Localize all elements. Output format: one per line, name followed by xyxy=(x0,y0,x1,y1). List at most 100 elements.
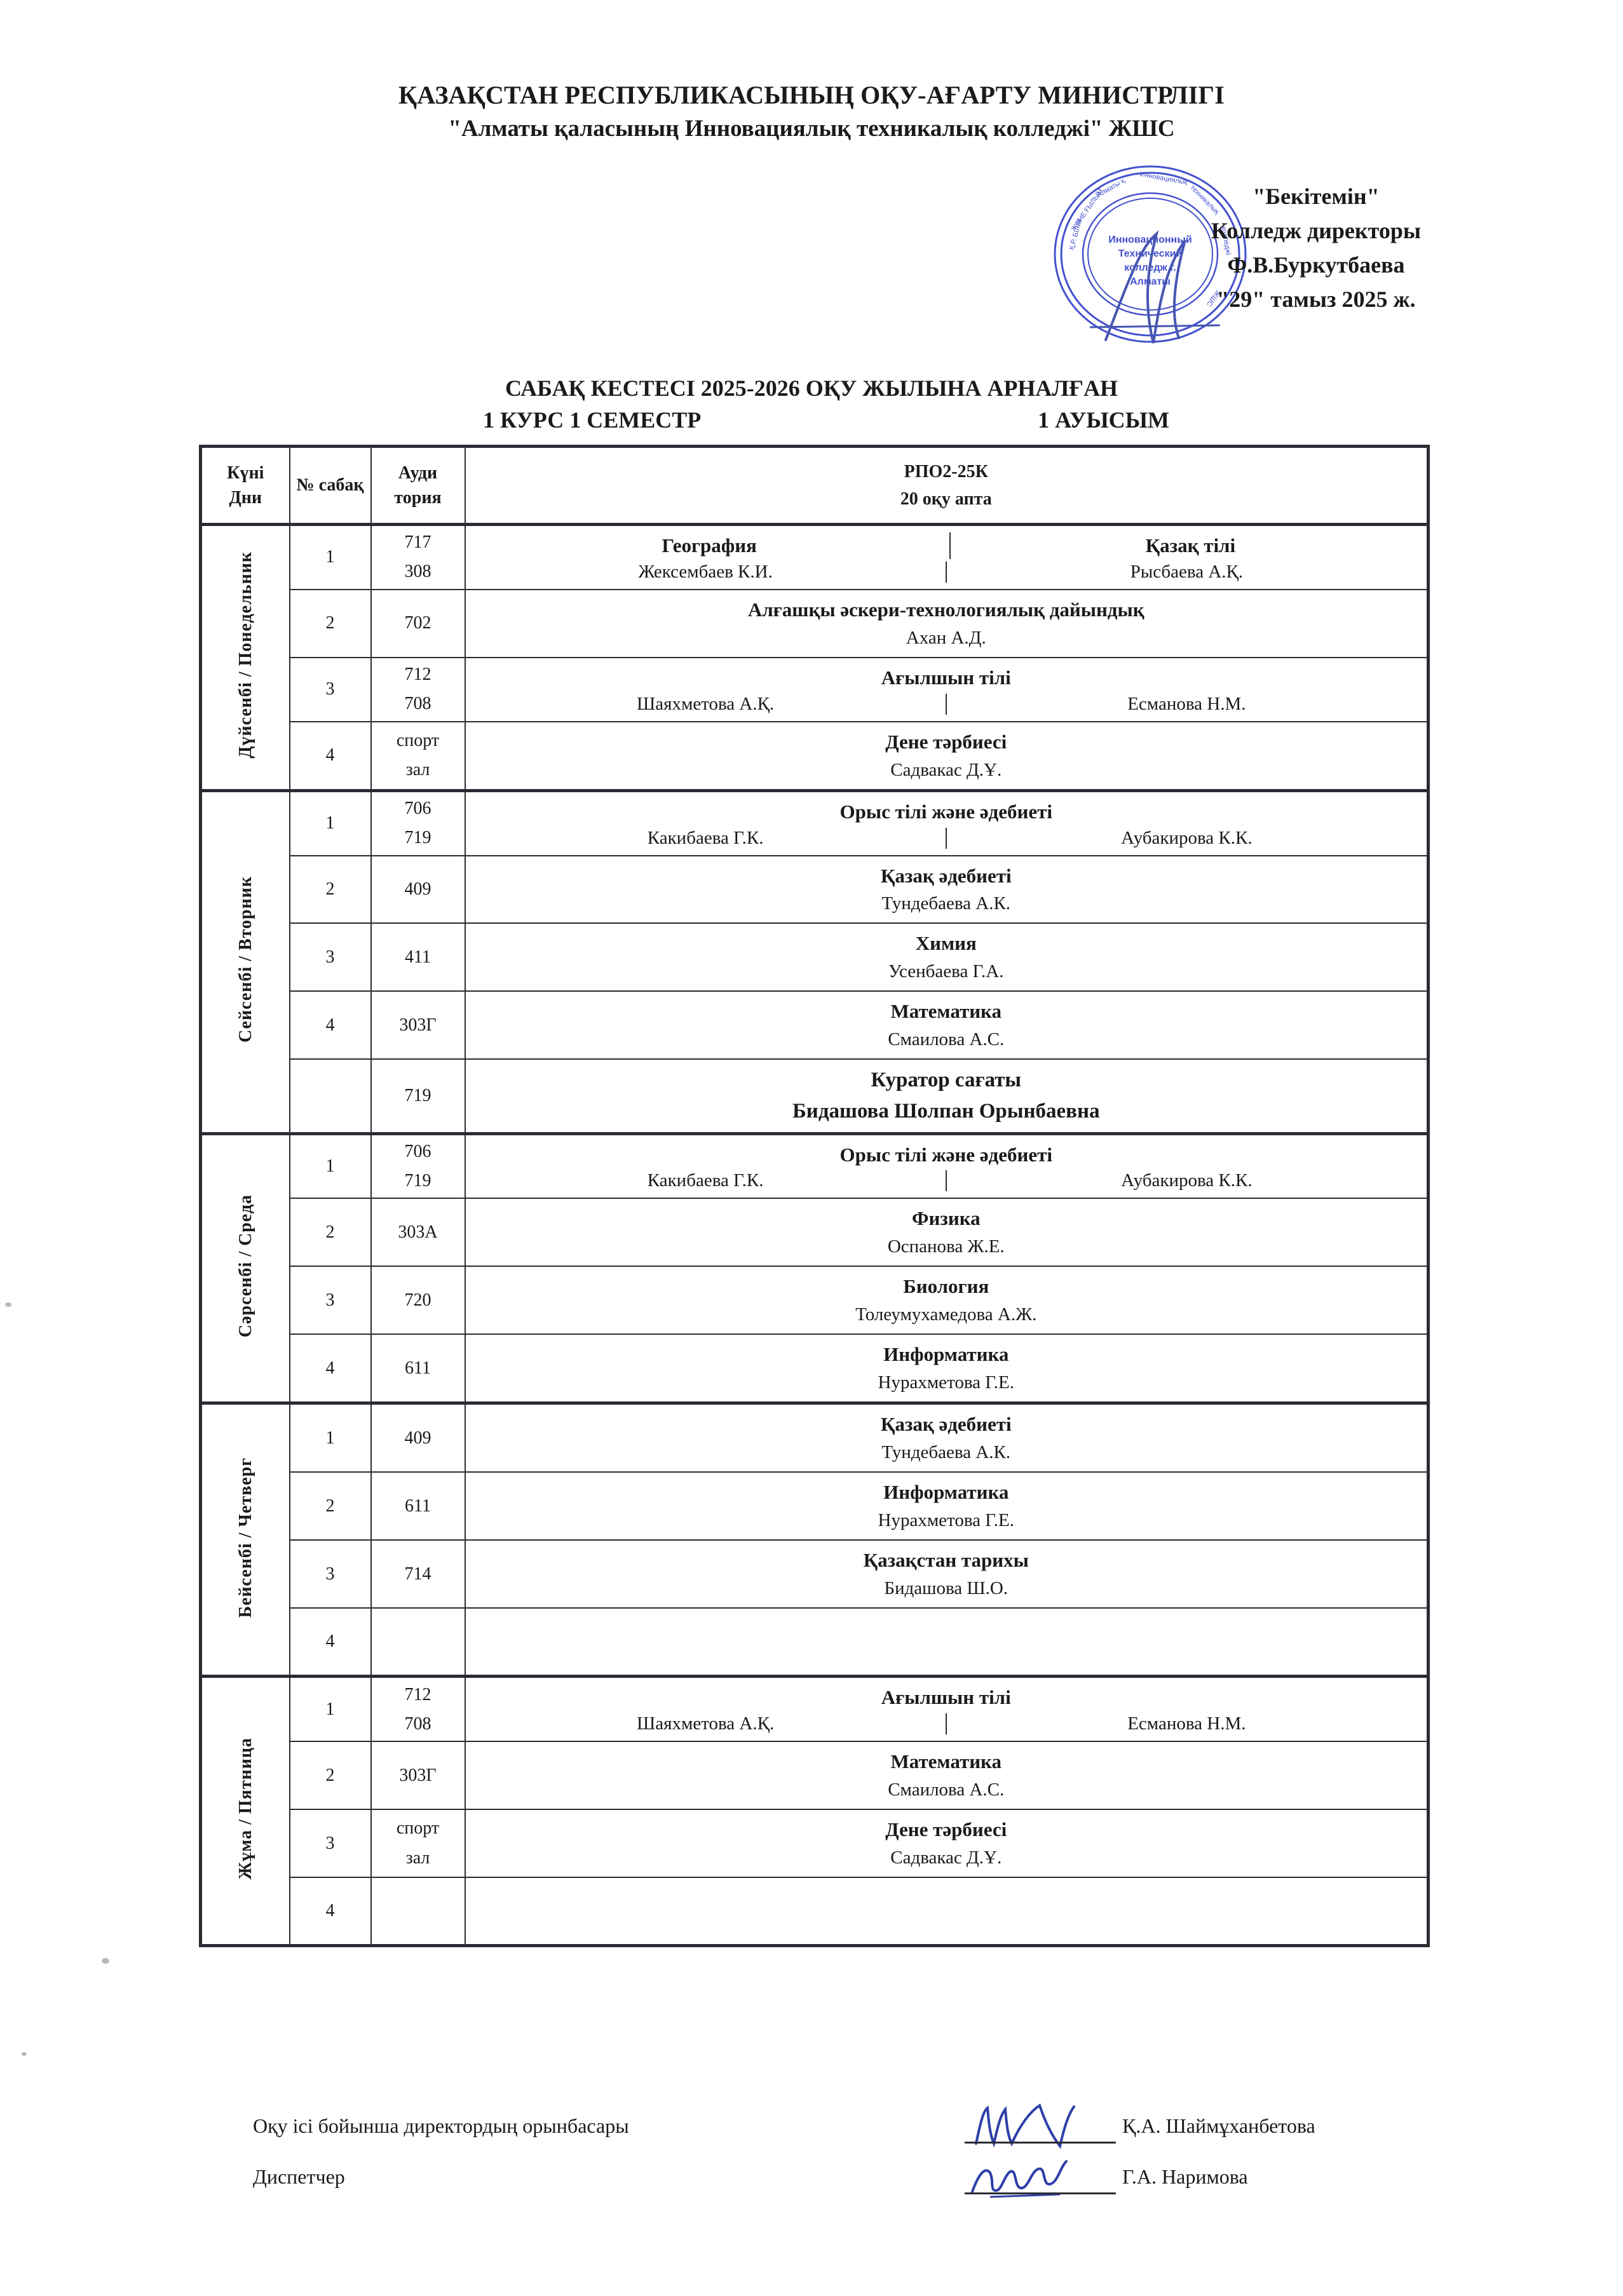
day-label-3: Сәрсенбі / Среда xyxy=(200,1131,290,1404)
day-label-text: Сәрсенбі / Среда xyxy=(235,1194,255,1337)
ministry-title: ҚАЗАҚСТАН РЕСПУБЛИКАСЫНЫҢ ОҚУ-АҒАРТУ МИН… xyxy=(398,81,1225,109)
approval-date: "29" тамыз 2025 ж. xyxy=(1216,287,1416,312)
room-value: 708 xyxy=(404,1713,431,1734)
subject-name: Куратор сағаты xyxy=(871,1069,1022,1092)
subject-name: Ағылшын тілі xyxy=(881,1686,1011,1709)
lesson-cell: Химия Усенбаева Г.А. xyxy=(464,922,1429,992)
room-value: 303А xyxy=(398,1222,438,1242)
lesson-number: 3 xyxy=(289,656,372,722)
course-semester: 1 КУРС 1 СЕМЕСТР xyxy=(483,407,702,433)
room-value: 308 xyxy=(404,562,431,582)
signature-line xyxy=(965,2103,1122,2149)
header-room: Ауди тория xyxy=(370,445,466,525)
room-number: 303Г xyxy=(370,990,466,1060)
dispatcher-label: Диспетчер xyxy=(253,2165,345,2188)
lesson-content: Қазақстан тарихы Бидашова Ш.О. xyxy=(466,1541,1427,1607)
lesson-cell: Математика Смаилова А.С. xyxy=(464,1741,1429,1811)
svg-text:Инновациялық: Инновациялық xyxy=(1139,170,1188,186)
header-day-kz: Күні xyxy=(227,463,264,483)
header-group: РПО2-25К 20 оқу апта xyxy=(464,445,1429,525)
schedule-row: Бейсенбі / Четверг 1 409 Қазақ әдебиеті Тунд… xyxy=(200,1401,1429,1677)
lesson-cell: Дене тәрбиесі Садвакас Д.Ұ. xyxy=(464,720,1429,792)
room-value: 712 xyxy=(404,1684,431,1705)
schedule-row: 4 спорт зал Дене тәрбиесі Садвакас Д.Ұ. xyxy=(201,720,1429,792)
signature-line xyxy=(965,2159,1122,2198)
director-name: Ф.В.Буркутбаева xyxy=(1227,252,1405,278)
lesson-number: 1 xyxy=(289,1131,372,1199)
room-value: 720 xyxy=(404,1290,431,1310)
teacher-name: Оспанова Ж.Е. xyxy=(887,1236,1005,1257)
subject-name: Биология xyxy=(903,1275,989,1298)
schedule-row: 4 611 Информатика Нурахметова Г.Е. xyxy=(201,1334,1429,1404)
lesson-number: 2 xyxy=(289,1471,372,1541)
room-number: 409 xyxy=(370,854,466,924)
schedule-row: 4 303Г Математика Смаилова А.С. xyxy=(201,990,1429,1060)
room-number: 303Г xyxy=(370,1741,466,1811)
room-value: спорт xyxy=(396,730,440,750)
teacher-left: Какибаева Г.К. xyxy=(647,827,764,848)
room-value: 409 xyxy=(404,1428,431,1448)
lesson-number: 1 xyxy=(289,788,372,856)
teacher-name: Смаилова А.С. xyxy=(888,1029,1005,1050)
lesson-number: 2 xyxy=(289,854,372,924)
lesson-number: 1 xyxy=(289,522,372,590)
lesson-number: 4 xyxy=(289,1877,372,1947)
lesson-number: 1 xyxy=(289,1401,372,1473)
svg-text:Инновационный: Инновационный xyxy=(1108,234,1192,245)
table-header-row: Күні Дни № сабақ Ауди тория РПО2-25К 20 … xyxy=(200,445,1429,525)
room-number: 717 308 xyxy=(370,522,466,590)
subject-name: Математика xyxy=(890,1750,1002,1773)
lesson-cell: Дене тәрбиесі Садвакас Д.Ұ. xyxy=(464,1809,1429,1879)
teacher-name: Нурахметова Г.Е. xyxy=(878,1372,1014,1393)
lesson-content: Дене тәрбиесі Садвакас Д.Ұ. xyxy=(466,1810,1427,1877)
subject-pair: География Қазақ тілі xyxy=(466,526,1435,560)
signature-mark xyxy=(975,2103,1075,2149)
lesson-cell: География Қазақ тілі Жексембаев К.И. Рысбае… xyxy=(464,522,1429,590)
lesson-number: 4 xyxy=(289,990,372,1060)
lesson-number: 2 xyxy=(289,1741,372,1811)
teacher-name: Тундебаева А.К. xyxy=(881,1442,1011,1463)
teacher-left: Шаяхметова А.Қ. xyxy=(637,693,775,714)
schedule-body: Дүйсенбі / Понедельник 1 717 308 География Қа… xyxy=(200,522,1429,1947)
room-number: 720 xyxy=(370,1266,466,1335)
room-number: спорт зал xyxy=(370,720,466,792)
lesson-content: Информатика Нурахметова Г.Е. xyxy=(466,1335,1427,1401)
lesson-content: Физика Оспанова Ж.Е. xyxy=(466,1199,1427,1266)
lesson-cell xyxy=(464,1877,1429,1947)
header-room-l1: Ауди xyxy=(398,463,438,483)
schedule-row: Сәрсенбі / Среда 1 706 719 Орыс тілі және әд… xyxy=(200,1131,1429,1404)
subject-name: Математика xyxy=(890,1000,1002,1023)
lesson-content: Орыс тілі және әдебиеті Какибаева Г.К. Ауб… xyxy=(466,792,1427,855)
room-number: 409 xyxy=(370,1401,466,1473)
room-number: 706 719 xyxy=(370,1131,466,1199)
subject-name: Информатика xyxy=(883,1343,1009,1366)
room-value: 706 xyxy=(404,798,431,818)
lesson-number: 2 xyxy=(289,1198,372,1267)
footer-row: Диспетчер Г.А. Наримова xyxy=(253,2159,1397,2210)
approval-block: "Бекітемін" Колледж директоры Ф.В.Буркут… xyxy=(1211,179,1421,316)
lesson-content: Ағылшын тілі Шаяхметова А.Қ. Есманова Н.М. xyxy=(466,658,1427,721)
lesson-content: Математика Смаилова А.С. xyxy=(466,1742,1427,1809)
lesson-content: Қазақ әдебиеті Тундебаева А.К. xyxy=(466,1405,1427,1471)
lesson-cell: Ағылшын тілі Шаяхметова А.Қ. Есманова Н.М. xyxy=(464,656,1429,722)
teacher-right: Есманова Н.М. xyxy=(945,693,1427,715)
room-number: 719 xyxy=(370,1058,466,1135)
lesson-number: 4 xyxy=(289,1334,372,1404)
day-label-text: Дүйсенбі / Понедельник xyxy=(235,551,255,759)
teacher-name: Ахан А.Д. xyxy=(906,627,986,648)
footer-signatures: Оқу ісі бойынша директордың орынбасары Қ… xyxy=(253,2103,1397,2210)
room-value: 611 xyxy=(405,1358,431,1378)
schedule-row: 719 Куратор сағаты Бидашова Шолпан Орынбае… xyxy=(201,1058,1429,1135)
room-value: зал xyxy=(405,1847,430,1868)
room-value: 706 xyxy=(404,1141,431,1161)
subject-name: Орыс тілі және әдебиеті xyxy=(839,1143,1052,1166)
header-day-ru: Дни xyxy=(229,488,262,508)
college-name: "Алматы қаласының Инновациялық техникалы… xyxy=(448,116,1175,142)
room-value: 719 xyxy=(404,1085,431,1105)
lesson-number: 1 xyxy=(289,1675,372,1743)
day-label-text: Сейсенбі / Вторник xyxy=(235,876,255,1043)
subject-name: Алғашқы әскери-технологиялық дайындық xyxy=(747,598,1144,621)
study-weeks: 20 оқу апта xyxy=(900,489,992,509)
header-room-l2: тория xyxy=(394,488,442,508)
lesson-cell: Алғашқы әскери-технологиялық дайындық Аха… xyxy=(464,588,1429,658)
